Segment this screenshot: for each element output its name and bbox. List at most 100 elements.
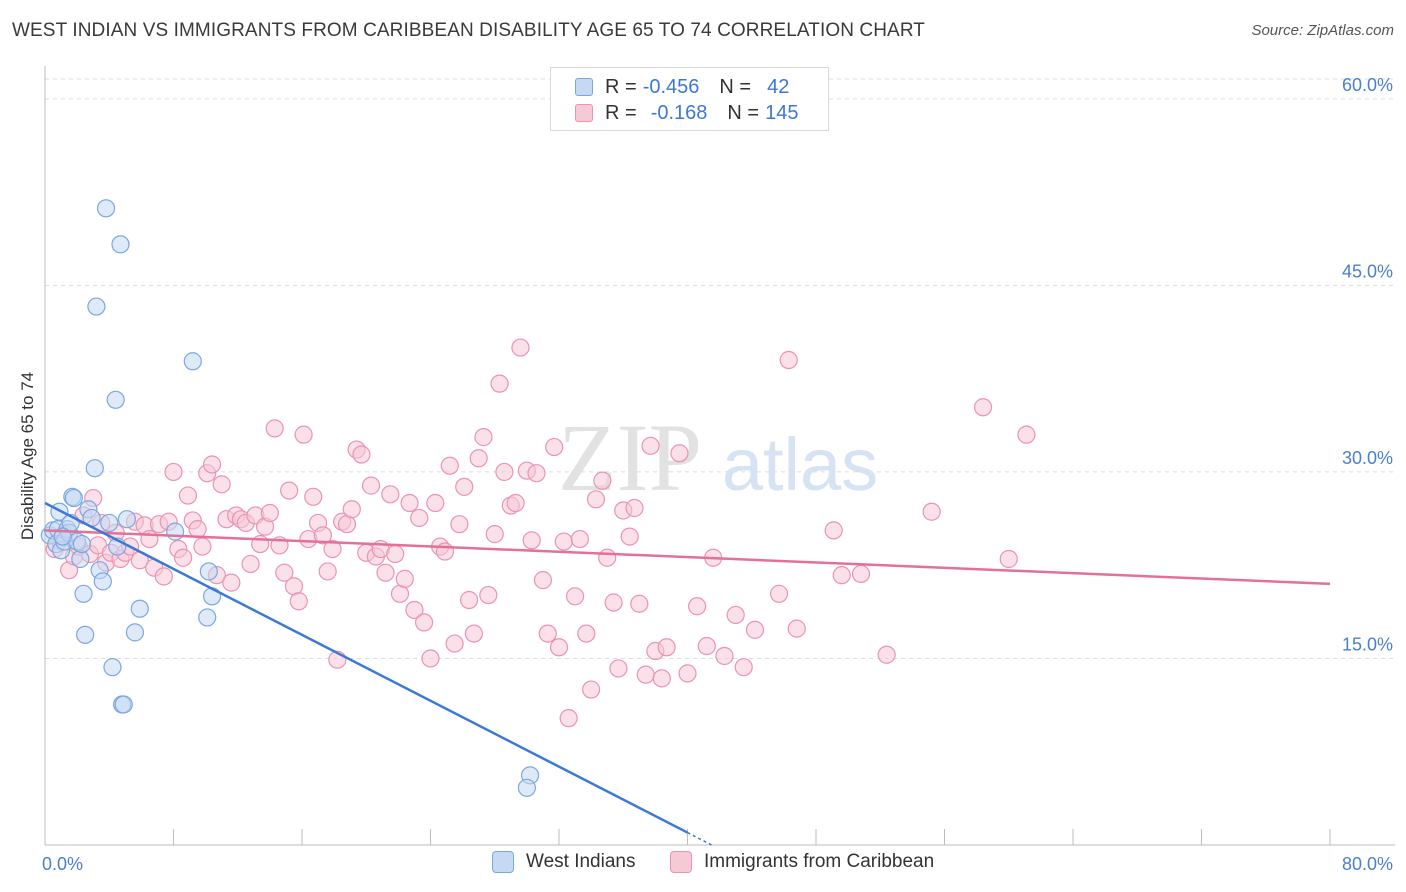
caribbean-point: [440, 456, 459, 475]
caribbean-point: [577, 624, 596, 643]
watermark: ZIP atlas: [558, 404, 878, 511]
caribbean-point: [479, 585, 498, 605]
trend-lines: [44, 501, 1331, 846]
caribbean-point: [745, 620, 765, 639]
caribbean-point: [824, 521, 843, 540]
caribbean-point: [586, 490, 606, 509]
west-indians-point: [183, 352, 202, 371]
y-tick-label: 45.0%: [1342, 261, 1393, 281]
west-indians-point: [76, 625, 95, 644]
caribbean-point: [604, 593, 623, 612]
caribbean-point: [474, 428, 493, 447]
x-tick-label: 0.0%: [42, 854, 83, 874]
west-indians-point: [198, 608, 217, 627]
west-indians-point: [106, 390, 125, 409]
caribbean-point: [999, 549, 1018, 569]
caribbean-point: [559, 709, 578, 728]
legend-item-immigrants-from-caribbean[interactable]: Immigrants from Caribbean: [670, 851, 934, 873]
caribbean-point: [313, 526, 332, 545]
west-indians-point: [111, 235, 130, 254]
west-indians-trend-line: [44, 501, 689, 834]
caribbean-point: [506, 493, 525, 513]
series-immigrants-from-caribbean: [45, 338, 1036, 728]
caribbean-point: [464, 624, 483, 643]
caribbean-point: [485, 525, 504, 544]
caribbean-point: [554, 532, 573, 551]
caribbean-point: [405, 600, 424, 620]
west-indians-point: [103, 658, 122, 677]
legend-row-west-indians: R = -0.456 N = 42: [575, 74, 789, 100]
caribbean-point: [533, 571, 553, 590]
caribbean-point: [154, 567, 173, 586]
legend-r-value: -0.168: [650, 101, 708, 124]
caribbean-point: [188, 520, 207, 539]
caribbean-point: [174, 548, 193, 567]
caribbean-point: [678, 664, 697, 683]
source-label: Source: ZipAtlas.com: [1251, 22, 1394, 39]
caribbean-point: [495, 462, 514, 482]
caribbean-point: [469, 449, 488, 468]
caribbean-point: [652, 669, 671, 688]
caribbean-point: [414, 613, 434, 632]
caribbean-point: [212, 475, 231, 494]
caribbean-point: [289, 592, 308, 611]
watermark-atlas: atlas: [722, 423, 878, 506]
caribbean-point: [657, 638, 676, 657]
legend-n-value: 42: [767, 75, 790, 98]
caribbean-point: [164, 462, 183, 482]
caribbean-point: [342, 500, 361, 519]
caribbean-point: [178, 486, 198, 505]
caribbean-point: [202, 455, 222, 474]
y-tick-label: 15.0%: [1342, 634, 1393, 654]
caribbean-point: [352, 445, 371, 464]
caribbean-point: [726, 605, 745, 625]
caribbean-point: [688, 597, 707, 616]
legend-swatch-blue: [492, 851, 514, 873]
caribbean-point: [511, 338, 530, 357]
caribbean-point: [527, 464, 546, 483]
caribbean-point: [625, 498, 644, 518]
legend-swatch-pink: [575, 104, 593, 122]
caribbean-point: [280, 481, 299, 500]
caribbean-point: [565, 587, 585, 606]
west-indians-point: [199, 562, 218, 581]
caribbean-point: [570, 529, 589, 549]
legend-r-label: R =: [605, 101, 637, 124]
caribbean-point: [641, 436, 660, 455]
caribbean-point: [222, 573, 241, 592]
legend-item-west-indians[interactable]: West Indians: [492, 851, 635, 873]
caribbean-point: [877, 645, 896, 664]
caribbean-point: [779, 350, 798, 370]
west-indians-point: [166, 522, 185, 541]
series-legend: West Indians Immigrants from Caribbean: [0, 851, 1406, 879]
caribbean-point: [545, 437, 564, 457]
x-tick-label: 80.0%: [1342, 854, 1393, 874]
caribbean-point: [455, 477, 474, 496]
caribbean-point: [318, 562, 337, 581]
west-indians-point: [202, 587, 222, 606]
caribbean-point: [400, 493, 419, 513]
caribbean-point: [450, 515, 469, 534]
caribbean-point: [265, 419, 284, 438]
west-indians-point: [100, 513, 119, 533]
caribbean-point: [670, 444, 689, 463]
caribbean-point: [376, 563, 395, 582]
caribbean-point: [832, 566, 851, 585]
west-indians-point: [72, 534, 92, 554]
caribbean-point: [787, 619, 806, 638]
caribbean-point: [361, 476, 381, 495]
caribbean-point: [294, 425, 313, 444]
caribbean-point: [636, 665, 655, 684]
legend-swatch-pink: [670, 851, 692, 873]
legend-r-value: -0.456: [642, 75, 700, 98]
caribbean-point: [715, 646, 734, 666]
caribbean-point: [973, 398, 993, 417]
legend-label: West Indians: [526, 851, 636, 872]
caribbean-point: [851, 564, 871, 584]
caribbean-point: [381, 485, 400, 504]
axis-layer: 15.0% 30.0% 45.0% 60.0% 0.0% 80.0%: [42, 66, 1395, 874]
caribbean-point: [769, 584, 789, 603]
west-indians-point: [114, 695, 133, 714]
caribbean-point: [582, 680, 601, 699]
